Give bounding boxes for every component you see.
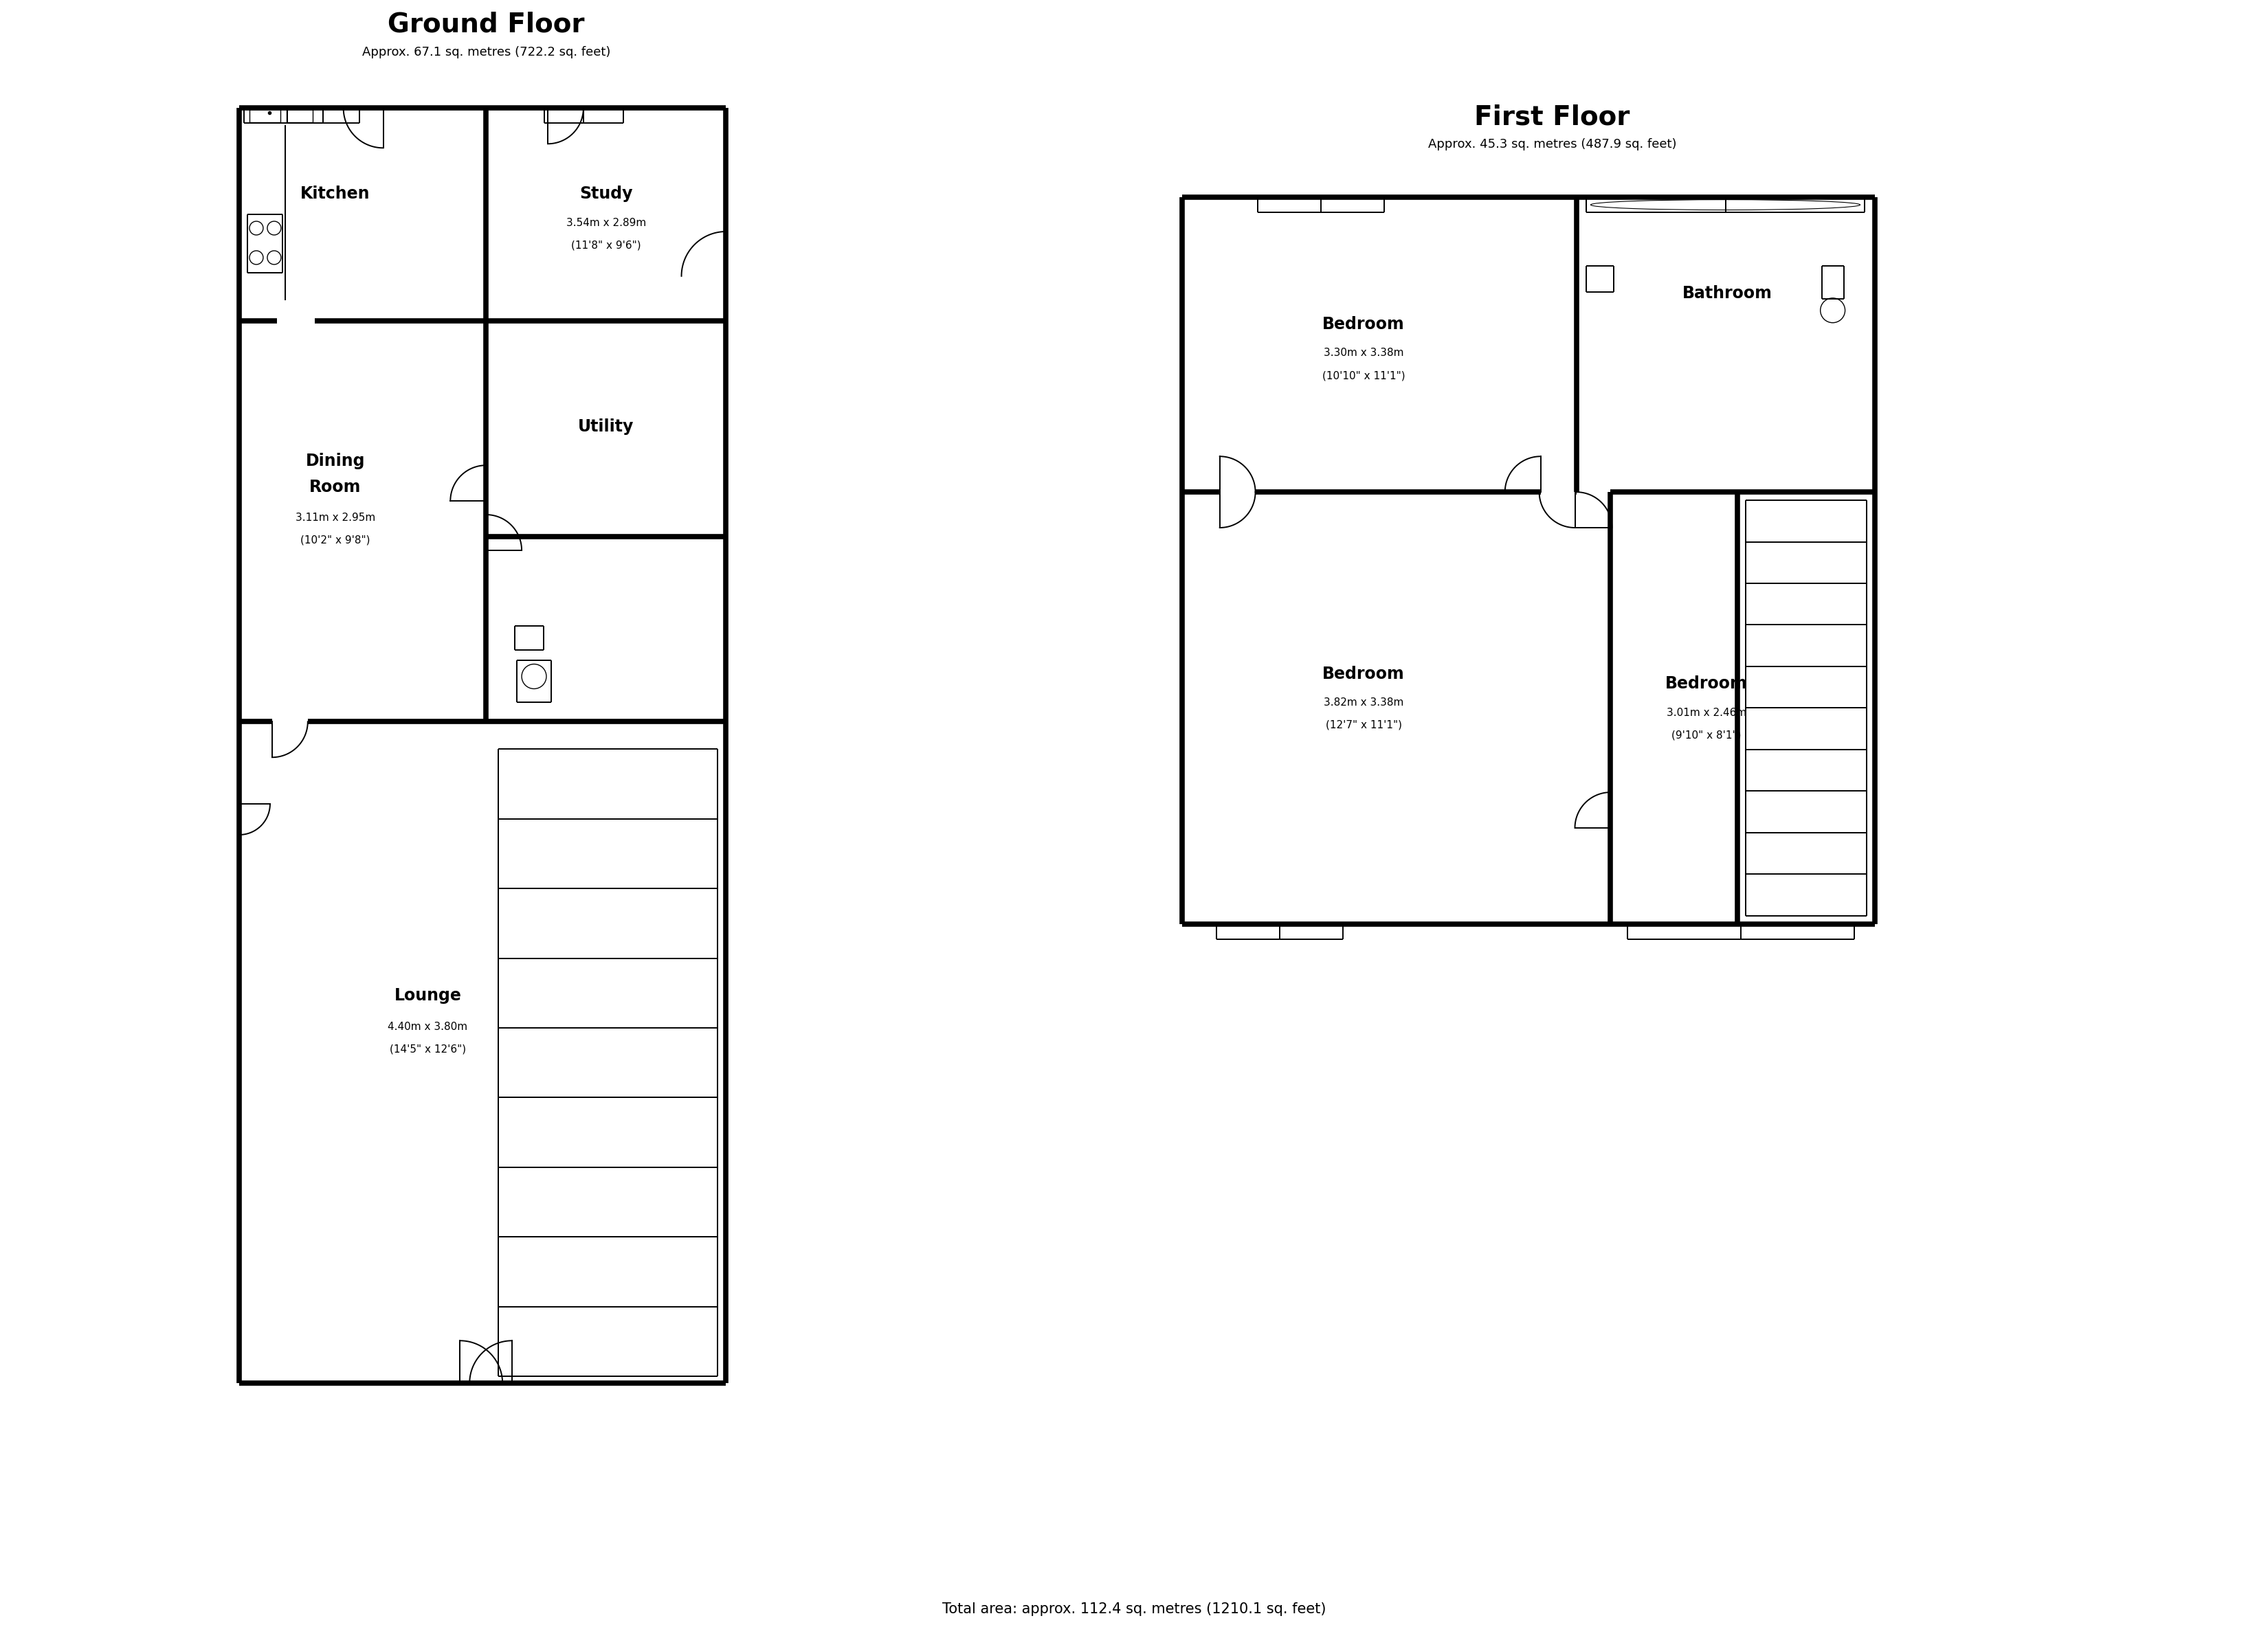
Text: (11'8" x 9'6"): (11'8" x 9'6") [572,241,642,251]
Bar [249,109,281,122]
Text: First Floor: First Floor [1474,104,1631,130]
Text: (10'10" x 11'1"): (10'10" x 11'1") [1322,371,1406,381]
Text: Study: Study [578,186,633,203]
Text: (14'5" x 12'6"): (14'5" x 12'6") [390,1044,465,1054]
Text: Approx. 67.1 sq. metres (722.2 sq. feet): Approx. 67.1 sq. metres (722.2 sq. feet) [363,46,610,58]
Text: 3.11m x 2.95m: 3.11m x 2.95m [295,513,374,523]
Text: 3.01m x 2.46m: 3.01m x 2.46m [1667,707,1746,717]
Text: Dining: Dining [306,453,365,470]
Text: Bathroom: Bathroom [1683,285,1771,302]
Text: (10'2" x 9'8"): (10'2" x 9'8") [299,534,370,546]
Text: (12'7" x 11'1"): (12'7" x 11'1") [1325,721,1402,731]
Text: (9'10" x 8'1"): (9'10" x 8'1") [1672,731,1742,740]
Text: 3.54m x 2.89m: 3.54m x 2.89m [567,218,646,228]
Text: Room: Room [308,478,361,495]
Text: 3.30m x 3.38m: 3.30m x 3.38m [1325,348,1404,358]
Text: Lounge: Lounge [395,988,460,1004]
Text: Bedroom: Bedroom [1665,676,1749,693]
Text: Ground Floor: Ground Floor [388,12,585,38]
Text: Bedroom: Bedroom [1322,317,1404,333]
Text: Utility: Utility [578,419,635,435]
Text: Bedroom: Bedroom [1322,666,1404,683]
Text: Kitchen: Kitchen [299,186,370,203]
Text: 4.40m x 3.80m: 4.40m x 3.80m [388,1022,467,1032]
Bar [286,109,313,122]
Text: Approx. 45.3 sq. metres (487.9 sq. feet): Approx. 45.3 sq. metres (487.9 sq. feet) [1429,139,1676,150]
Text: 3.82m x 3.38m: 3.82m x 3.38m [1325,698,1404,707]
Text: Total area: approx. 112.4 sq. metres (1210.1 sq. feet): Total area: approx. 112.4 sq. metres (12… [941,1603,1327,1616]
